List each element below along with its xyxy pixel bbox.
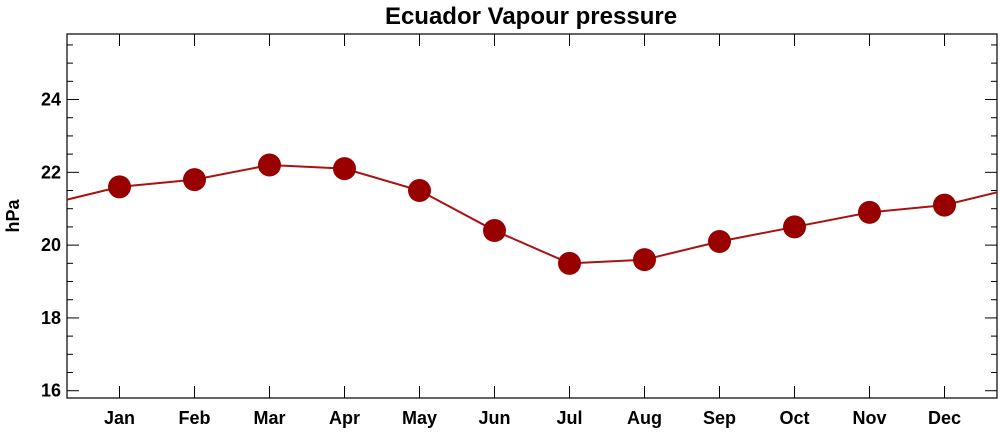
- x-tick-label: Jan: [104, 408, 135, 428]
- x-tick-label: Jun: [478, 408, 510, 428]
- x-tick-label: Apr: [329, 408, 360, 428]
- data-point: [783, 215, 806, 239]
- plot-frame: [66, 33, 998, 399]
- x-axis-ticks: Jan Feb Mar Apr May Jun Jul Aug Sep Oct Nov Dec: [104, 34, 961, 428]
- y-tick-label: 16: [41, 381, 61, 401]
- data-point: [108, 175, 131, 199]
- series-layer: [66, 153, 998, 275]
- data-point: [633, 248, 656, 272]
- x-tick-label: Dec: [928, 408, 961, 428]
- y-tick-label: 24: [41, 90, 61, 110]
- data-point: [333, 157, 356, 181]
- chart-title: Ecuador Vapour pressure: [385, 3, 677, 30]
- data-point: [558, 251, 581, 275]
- data-point: [858, 200, 881, 224]
- data-point: [408, 179, 431, 203]
- y-tick-label: 22: [41, 162, 61, 182]
- x-tick-label: Oct: [779, 408, 809, 428]
- y-tick-label: 18: [41, 308, 61, 328]
- data-point: [483, 219, 506, 243]
- y-axis-label: hPa: [3, 199, 23, 233]
- x-tick-label: May: [402, 408, 437, 428]
- data-point: [708, 229, 731, 253]
- data-point: [258, 153, 281, 177]
- x-tick-label: Mar: [253, 408, 285, 428]
- x-tick-label: Sep: [703, 408, 736, 428]
- x-tick-label: Nov: [852, 408, 886, 428]
- x-tick-label: Aug: [627, 408, 662, 428]
- x-tick-label: Feb: [178, 408, 210, 428]
- x-tick-label: Jul: [556, 408, 582, 428]
- y-axis-ticks: 16 18 20 22 24: [41, 44, 997, 401]
- data-point: [183, 168, 206, 192]
- y-tick-label: 20: [41, 235, 61, 255]
- data-point: [933, 193, 956, 217]
- series-line: [66, 164, 998, 265]
